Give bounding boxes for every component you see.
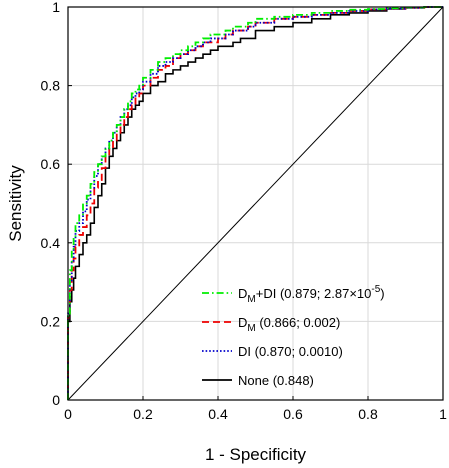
series-line-3 — [67, 6, 443, 400]
series-lines — [67, 6, 443, 400]
y-axis-title: Sensitivity — [6, 165, 25, 242]
plot-frame — [67, 6, 444, 401]
legend-label-pre: D — [238, 286, 247, 301]
x-tick-label: 0.8 — [358, 406, 378, 422]
legend-label-sup: -5 — [371, 284, 380, 295]
x-tick-label: 0.6 — [283, 406, 303, 422]
y-tick-label: 1 — [52, 0, 60, 15]
series-line-2 — [67, 6, 443, 400]
reference-diagonal-line — [67, 6, 444, 401]
legend-label-3: None (0.848) — [238, 373, 314, 388]
legend-label-2: DI (0.870; 0.0010) — [238, 344, 343, 359]
y-tick-label: 0.4 — [41, 235, 61, 251]
y-tick-label: 0.2 — [41, 313, 61, 329]
legend-label-pre: DI (0.870; 0.0010) — [238, 344, 343, 359]
y-tick-label: 0 — [52, 392, 60, 408]
legend-label-sub: M — [247, 323, 255, 334]
legend-label-sub: M — [247, 294, 255, 305]
legend-label-mid: +DI (0.879; 2.87×10 — [256, 286, 372, 301]
x-tick-label: 0.2 — [133, 406, 153, 422]
x-tick-label: 0 — [64, 406, 72, 422]
legend-label-1: DM (0.866; 0.002) — [238, 315, 340, 334]
legend-label-pre: None (0.848) — [238, 373, 314, 388]
x-tick-label: 1 — [439, 406, 447, 422]
x-axis-title: 1 - Specificity — [205, 445, 307, 464]
legend-label-mid: (0.866; 0.002) — [256, 315, 341, 330]
x-axis-ticks: 0 0.2 0.4 0.6 0.8 1 — [64, 396, 447, 422]
series-line-0 — [67, 6, 443, 400]
grid — [68, 7, 443, 400]
legend-label-0: DM+DI (0.879; 2.87×10-5) — [238, 284, 385, 305]
x-tick-label: 0.4 — [208, 406, 228, 422]
legend-label-post: ) — [380, 286, 384, 301]
legend: DM+DI (0.879; 2.87×10-5)DM (0.866; 0.002… — [202, 284, 385, 388]
y-tick-label: 0.6 — [41, 156, 61, 172]
y-tick-label: 0.8 — [41, 78, 61, 94]
y-axis-ticks: 0 0.2 0.4 0.6 0.8 1 — [41, 0, 72, 408]
series-line-1 — [67, 6, 443, 400]
legend-label-pre: D — [238, 315, 247, 330]
